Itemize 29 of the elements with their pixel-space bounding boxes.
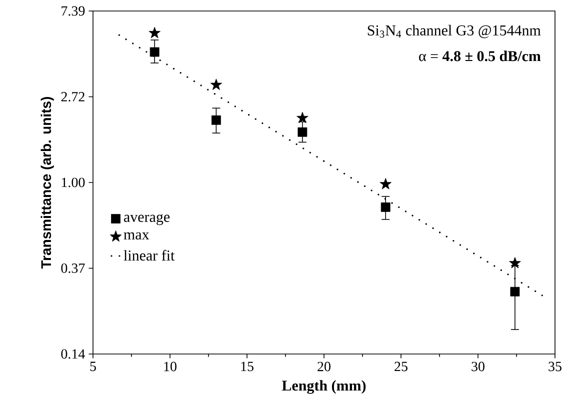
y-tick-label: 2.72 — [61, 92, 84, 102]
point — [148, 26, 161, 38]
y-tick-label: 1.00 — [62, 178, 85, 188]
x-tick-label: 35 — [548, 362, 562, 372]
legend-label: linear fit — [124, 250, 175, 261]
y-tick-label: 7.39 — [62, 6, 85, 16]
x-tick-label: 5 — [90, 362, 96, 372]
y-tick-label: 0.37 — [61, 263, 85, 273]
point — [298, 127, 308, 137]
point — [296, 112, 308, 124]
y-tick-label: 0.14 — [61, 349, 85, 359]
y-axis-title: Transmittance (arb. units) — [40, 96, 54, 269]
x-axis-title: Length (mm) — [282, 380, 366, 394]
x-tick-label: 25 — [394, 362, 408, 372]
x-tick-label: 10 — [164, 362, 176, 372]
x-tick-label: 20 — [318, 362, 330, 372]
legend-label: max — [124, 232, 150, 240]
annotation: α = 4.8 ± 0.5 dB/cm — [419, 50, 541, 62]
point — [212, 115, 221, 125]
point — [380, 178, 392, 190]
x-tick-label: 30 — [472, 362, 484, 372]
point — [510, 286, 520, 296]
x-tick-label: 15 — [241, 362, 254, 372]
point — [150, 47, 160, 57]
legend-label: average — [124, 214, 170, 226]
point — [380, 202, 390, 212]
point — [509, 257, 521, 268]
annotation: Si$_{3}$N$_{4}$ channel G3 @1544nm — [368, 24, 541, 38]
point — [210, 78, 222, 90]
